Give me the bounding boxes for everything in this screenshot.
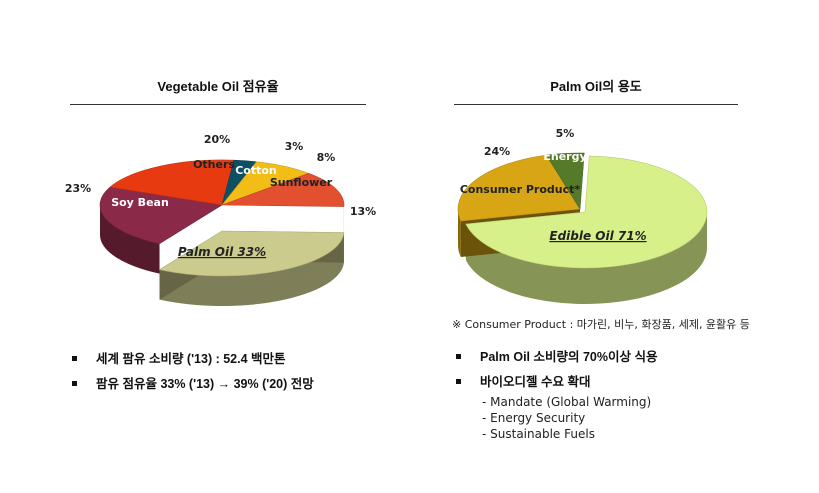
pie-slice-palm-oil — [158, 230, 345, 277]
pie-side-palm-oil — [159, 232, 344, 306]
bullet-item: Palm Oil 소비량의 70%이상 식용 — [454, 348, 657, 367]
vegetable-oil-pie-chart: Palm Oil 33% Soy Bean 23% Others 20% Cotton 3%… — [65, 133, 376, 306]
bullet-text: 팜유 점유율 33% ('13) → 39% ('20) 전망 — [96, 377, 314, 391]
slice-value-label-sunflower: 8% — [317, 151, 336, 164]
pie-slice-energy — [545, 152, 585, 210]
palm-oil-pie-chart: Edible Oil 71% Consumer Product* 24% Energy… — [457, 127, 708, 304]
pie-slice-consumer-product — [457, 154, 581, 222]
bullet-item: 바이오디젤 수요 확대 - Mandate (Global Warming) -… — [454, 373, 657, 442]
vegetable-oil-title: Vegetable Oil 점유율 — [157, 79, 279, 94]
bullet-item: 세계 팜유 소비량 ('13) : 52.4 백만톤 — [70, 350, 314, 369]
bullet-square-icon — [72, 381, 77, 386]
slice-value-label-others: 20% — [204, 133, 230, 146]
palm-oil-title: Palm Oil의 용도 — [550, 79, 642, 94]
slice-label-cotton: Cotton — [235, 164, 277, 177]
slice-value-label-rape-oil: 13% — [350, 205, 376, 218]
slice-label-edible-oil: Edible Oil 71% — [549, 229, 646, 243]
bullet-square-icon — [72, 356, 77, 361]
slice-value-label-energy: 5% — [556, 127, 575, 140]
vegetable-oil-panel: Vegetable Oil 점유율 Palm Oil 33% Soy Bean 23… — [65, 79, 376, 400]
pie-slice-soy-bean — [99, 186, 223, 244]
slice-value-label-cotton: 3% — [285, 140, 304, 153]
bullet-square-icon — [456, 379, 461, 384]
slice-label-soy-bean: Soy Bean — [111, 196, 169, 209]
palm-oil-panel: Palm Oil의 용도 Edible Oil 71% Consumer Prod… — [410, 0, 819, 493]
vegetable-oil-bullets: 세계 팜유 소비량 ('13) : 52.4 백만톤 팜유 점유율 33% ('… — [70, 350, 314, 400]
bullet-text: Palm Oil 소비량의 70%이상 식용 — [480, 350, 658, 364]
pie-side-soy-bean — [100, 205, 160, 274]
slice-label-energy: Energy — [543, 150, 586, 163]
sub-item: - Energy Security — [482, 411, 586, 425]
slice-value-label-soy-bean: 23% — [65, 182, 91, 195]
pie-slice-others — [109, 159, 235, 206]
slice-label-consumer-product: Consumer Product* — [460, 183, 581, 196]
slice-label-sunflower: Sunflower — [270, 176, 333, 189]
bullet-square-icon — [456, 354, 461, 359]
vegetable-oil-title-rule — [70, 104, 366, 105]
consumer-product-footnote: ※ Consumer Product : 마가린, 비누, 화장품, 세제, 윤… — [452, 318, 750, 331]
bullet-text: 세계 팜유 소비량 ('13) : 52.4 백만톤 — [96, 352, 286, 366]
slice-value-label-consumer-product: 24% — [484, 145, 510, 158]
biodiesel-reasons-list: - Mandate (Global Warming) - Energy Secu… — [482, 394, 657, 442]
slice-label-rape-oil: Rape Oil — [274, 207, 326, 220]
sub-item: - Sustainable Fuels — [482, 427, 595, 441]
pie-slice-edible-oil — [465, 155, 708, 269]
bullet-text: 바이오디젤 수요 확대 — [480, 375, 591, 389]
sub-item: - Mandate (Global Warming) — [482, 395, 652, 409]
palm-oil-bullets: Palm Oil 소비량의 70%이상 식용 바이오디젤 수요 확대 - Man… — [454, 348, 657, 448]
bullet-item: 팜유 점유율 33% ('13) → 39% ('20) 전망 — [70, 375, 314, 394]
pie-side-edible-oil — [465, 212, 707, 304]
pie-side-consumer-product — [458, 209, 461, 258]
palm-oil-title-rule — [454, 104, 738, 105]
slice-label-others: Others — [193, 158, 235, 171]
slice-label-palm-oil: Palm Oil 33% — [178, 245, 266, 259]
pie-slice-rape-oil — [221, 172, 345, 207]
